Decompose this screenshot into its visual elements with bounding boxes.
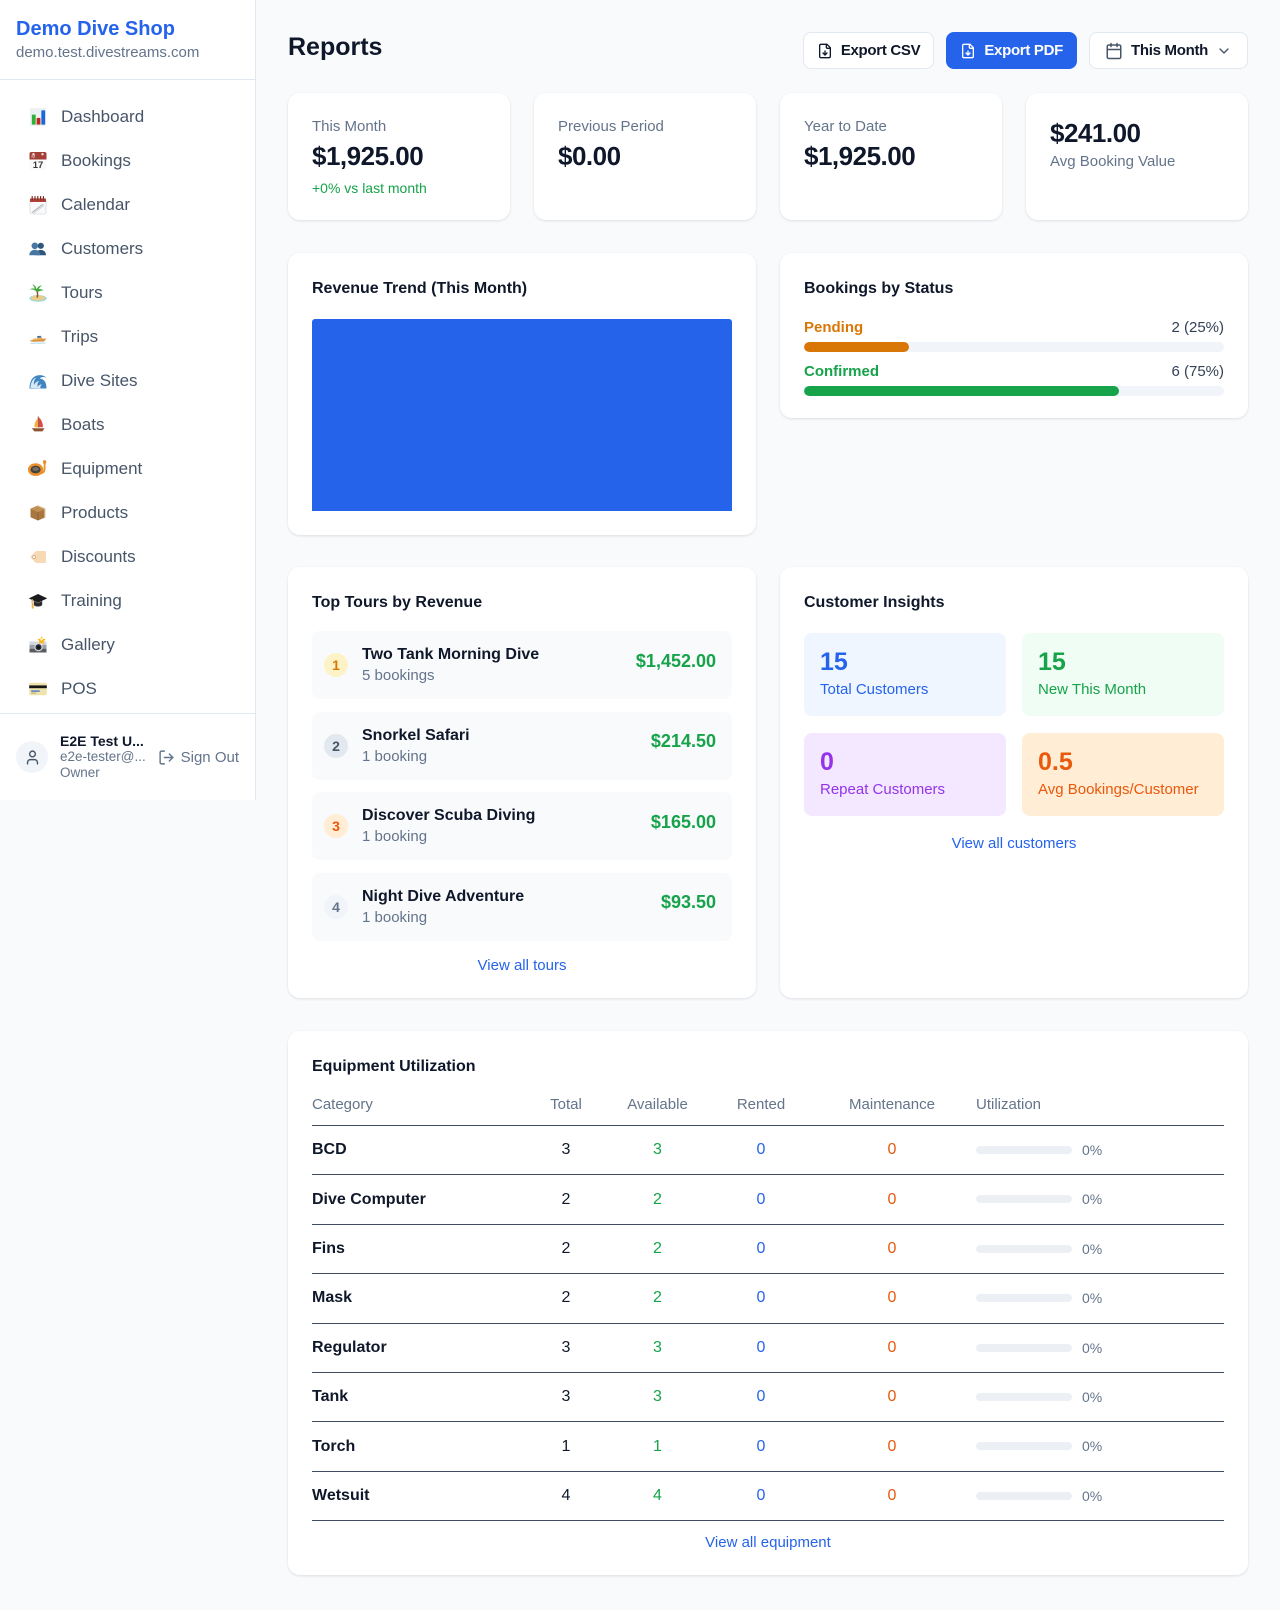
svg-text:17: 17: [33, 160, 44, 171]
svg-text:M: M: [31, 154, 35, 159]
